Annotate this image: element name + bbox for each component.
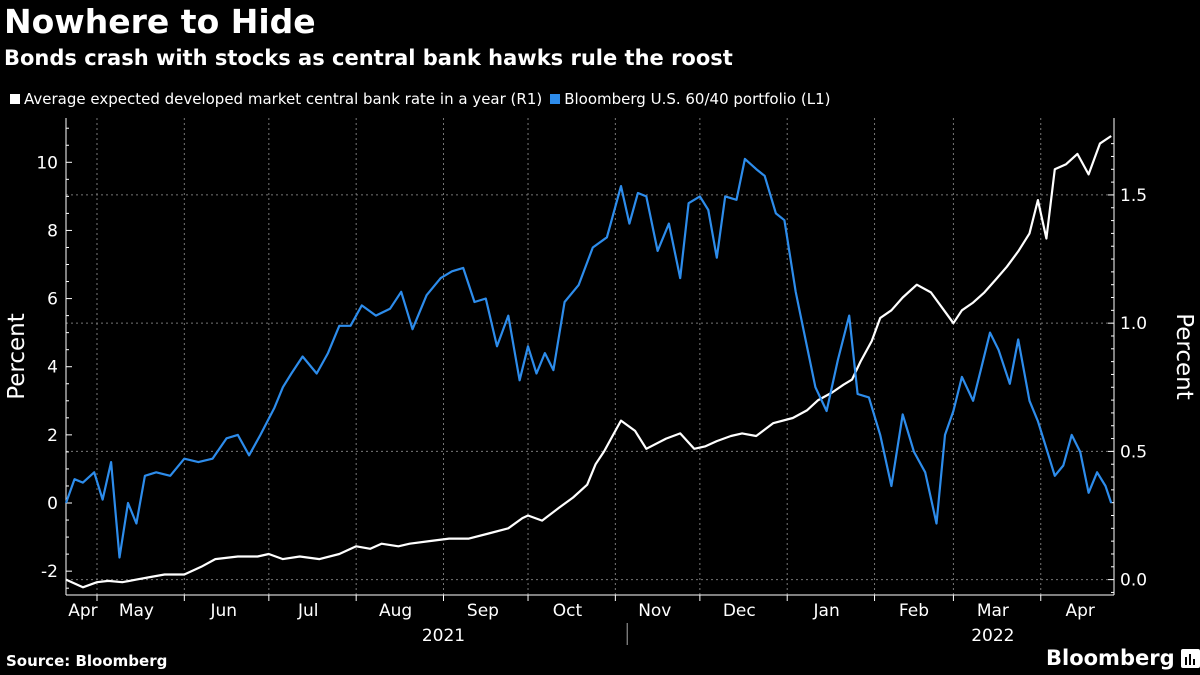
left-tick-label: 6 bbox=[47, 290, 58, 310]
legend-swatch-blue bbox=[550, 94, 561, 104]
x-tick-label: Aug bbox=[379, 601, 412, 621]
left-tick-label: 4 bbox=[47, 358, 58, 378]
left-tick-label: 10 bbox=[36, 153, 58, 173]
right-axis-title: Percent bbox=[1171, 313, 1197, 400]
left-tick-label: 2 bbox=[47, 426, 58, 446]
right-tick-label: 0.5 bbox=[1120, 442, 1147, 462]
x-tick-label: May bbox=[119, 601, 154, 621]
chart-title: Nowhere to Hide bbox=[4, 2, 316, 41]
legend: Average expected developed market centra… bbox=[10, 90, 830, 108]
year-label: 2021 bbox=[422, 626, 465, 646]
legend-label: Bloomberg U.S. 60/40 portfolio (L1) bbox=[564, 90, 831, 108]
x-tick-label: Sep bbox=[467, 601, 499, 621]
year-label: 2022 bbox=[971, 626, 1014, 646]
x-tick-label: Apr bbox=[1065, 601, 1094, 621]
x-tick-label: Jan bbox=[813, 601, 840, 621]
x-tick-label: Apr bbox=[68, 601, 97, 621]
brand-logo: Bloomberg bbox=[1046, 646, 1200, 670]
x-tick-label: Nov bbox=[638, 601, 671, 621]
legend-label: Average expected developed market centra… bbox=[24, 90, 543, 108]
left-tick-label: 0 bbox=[47, 494, 58, 514]
series-line-central-bank-rate bbox=[65, 135, 1112, 589]
series-line-60-40-portfolio bbox=[64, 157, 1113, 559]
source-note: Source: Bloomberg bbox=[6, 652, 168, 670]
left-tick-label: 8 bbox=[47, 221, 58, 241]
legend-item-60-40-portfolio: Bloomberg U.S. 60/40 portfolio (L1) bbox=[550, 90, 830, 108]
x-tick-label: Mar bbox=[977, 601, 1009, 621]
left-tick-label: -2 bbox=[41, 562, 58, 582]
right-tick-label: 1.5 bbox=[1120, 186, 1147, 206]
right-tick-label: 0.0 bbox=[1120, 571, 1147, 591]
x-tick-label: Oct bbox=[553, 601, 583, 621]
right-tick-label: 1.0 bbox=[1120, 314, 1147, 334]
chart-subtitle: Bonds crash with stocks as central bank … bbox=[4, 46, 733, 70]
terminal-icon bbox=[1180, 648, 1200, 668]
x-tick-label: Jun bbox=[209, 601, 237, 621]
x-tick-label: Dec bbox=[723, 601, 756, 621]
legend-swatch-white bbox=[10, 94, 20, 104]
x-tick-label: Feb bbox=[899, 601, 929, 621]
left-axis-title: Percent bbox=[4, 313, 30, 400]
legend-item-central-bank-rate: Average expected developed market centra… bbox=[10, 90, 542, 108]
brand-name: Bloomberg bbox=[1046, 646, 1175, 670]
x-tick-label: Jul bbox=[297, 601, 319, 621]
